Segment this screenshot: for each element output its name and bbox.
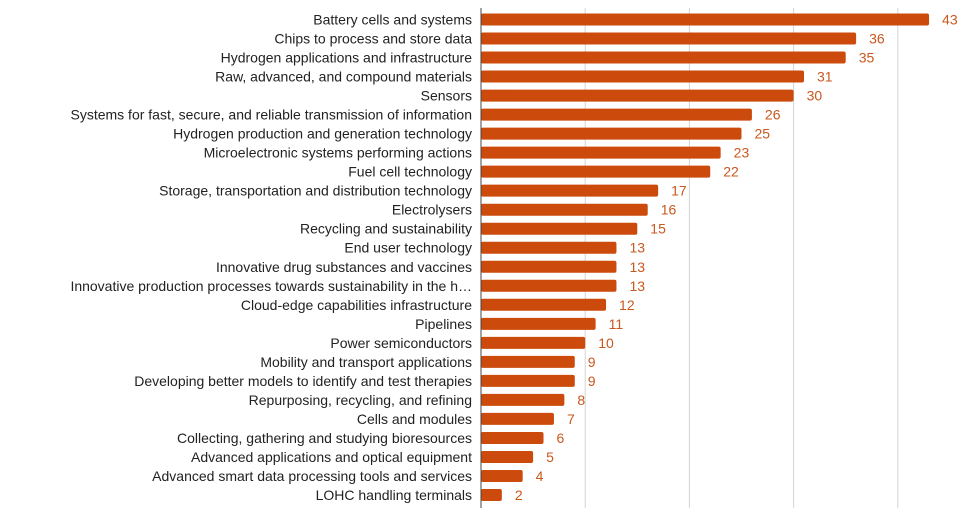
value-label-18: 9 <box>588 354 596 370</box>
value-label-1: 36 <box>869 31 885 47</box>
value-label-23: 5 <box>546 449 554 465</box>
value-label-20: 8 <box>577 392 585 408</box>
category-label-15: Cloud-edge capabilities infrastructure <box>241 297 472 313</box>
category-label-21: Cells and modules <box>357 411 472 427</box>
category-label-14: Innovative production processes towards … <box>70 278 472 294</box>
category-label-24: Advanced smart data processing tools and… <box>152 468 472 484</box>
value-label-14: 13 <box>629 278 645 294</box>
bar-4[interactable] <box>481 89 794 102</box>
category-label-17: Power semiconductors <box>330 335 472 351</box>
value-label-7: 23 <box>734 145 750 161</box>
category-label-11: Recycling and sustainability <box>300 221 472 237</box>
value-label-10: 16 <box>661 202 677 218</box>
bar-12[interactable] <box>481 241 617 254</box>
value-label-6: 25 <box>755 126 771 142</box>
value-label-17: 10 <box>598 335 614 351</box>
value-label-21: 7 <box>567 411 575 427</box>
category-label-23: Advanced applications and optical equipm… <box>191 449 472 465</box>
value-label-15: 12 <box>619 297 635 313</box>
value-label-4: 30 <box>807 88 823 104</box>
value-label-12: 13 <box>629 240 645 256</box>
bar-8[interactable] <box>481 165 711 178</box>
category-labels: Battery cells and systems Chips to proces… <box>70 12 472 504</box>
value-label-2: 35 <box>859 50 875 66</box>
value-label-24: 4 <box>536 468 544 484</box>
category-label-16: Pipelines <box>415 316 472 332</box>
category-label-4: Sensors <box>421 88 472 104</box>
bar-22[interactable] <box>481 431 544 444</box>
bar-5[interactable] <box>481 108 752 121</box>
bar-14[interactable] <box>481 279 617 292</box>
value-label-13: 13 <box>629 259 645 275</box>
category-label-0: Battery cells and systems <box>313 12 472 28</box>
category-label-1: Chips to process and store data <box>274 31 472 47</box>
bar-18[interactable] <box>481 355 575 368</box>
category-label-20: Repurposing, recycling, and refining <box>249 392 472 408</box>
category-label-7: Microelectronic systems performing actio… <box>204 145 472 161</box>
category-label-6: Hydrogen production and generation techn… <box>173 126 472 142</box>
bar-21[interactable] <box>481 412 554 425</box>
bar-25[interactable] <box>481 489 502 501</box>
value-label-0: 43 <box>942 12 958 28</box>
bar-6[interactable] <box>481 127 742 140</box>
value-label-16: 11 <box>609 316 624 332</box>
value-label-9: 17 <box>671 183 687 199</box>
bar-24[interactable] <box>481 469 523 482</box>
bars <box>481 13 930 501</box>
bar-15[interactable] <box>481 298 607 311</box>
category-label-10: Electrolysers <box>392 202 472 218</box>
bar-2[interactable] <box>481 51 846 64</box>
category-label-2: Hydrogen applications and infrastructure <box>221 50 473 66</box>
category-label-25: LOHC handling terminals <box>316 487 472 503</box>
value-label-11: 15 <box>650 221 666 237</box>
bar-19[interactable] <box>481 374 575 387</box>
bar-16[interactable] <box>481 317 596 330</box>
category-label-8: Fuel cell technology <box>348 164 472 180</box>
category-label-12: End user technology <box>344 240 472 256</box>
value-label-19: 9 <box>588 373 596 389</box>
value-labels: 4336353130262523221716151313131211109987… <box>515 12 958 504</box>
bar-11[interactable] <box>481 222 638 235</box>
value-label-5: 26 <box>765 107 781 123</box>
category-label-22: Collecting, gathering and studying biore… <box>177 430 472 446</box>
bar-7[interactable] <box>481 146 721 159</box>
value-label-25: 2 <box>515 487 523 503</box>
bar-3[interactable] <box>481 70 805 83</box>
value-label-8: 22 <box>723 164 739 180</box>
value-label-3: 31 <box>817 69 833 85</box>
category-label-18: Mobility and transport applications <box>260 354 472 370</box>
category-label-3: Raw, advanced, and compound materials <box>215 69 472 85</box>
bar-10[interactable] <box>481 203 648 216</box>
bar-1[interactable] <box>481 32 857 45</box>
bar-9[interactable] <box>481 184 659 197</box>
category-label-5: Systems for fast, secure, and reliable t… <box>70 107 472 123</box>
bar-17[interactable] <box>481 336 586 349</box>
value-label-22: 6 <box>557 430 565 446</box>
category-label-13: Innovative drug substances and vaccines <box>216 259 472 275</box>
bar-20[interactable] <box>481 393 565 406</box>
bar-13[interactable] <box>481 260 617 273</box>
bar-23[interactable] <box>481 450 534 463</box>
category-label-19: Developing better models to identify and… <box>134 373 472 389</box>
category-label-9: Storage, transportation and distribution… <box>159 183 472 199</box>
bar-0[interactable] <box>481 13 930 26</box>
